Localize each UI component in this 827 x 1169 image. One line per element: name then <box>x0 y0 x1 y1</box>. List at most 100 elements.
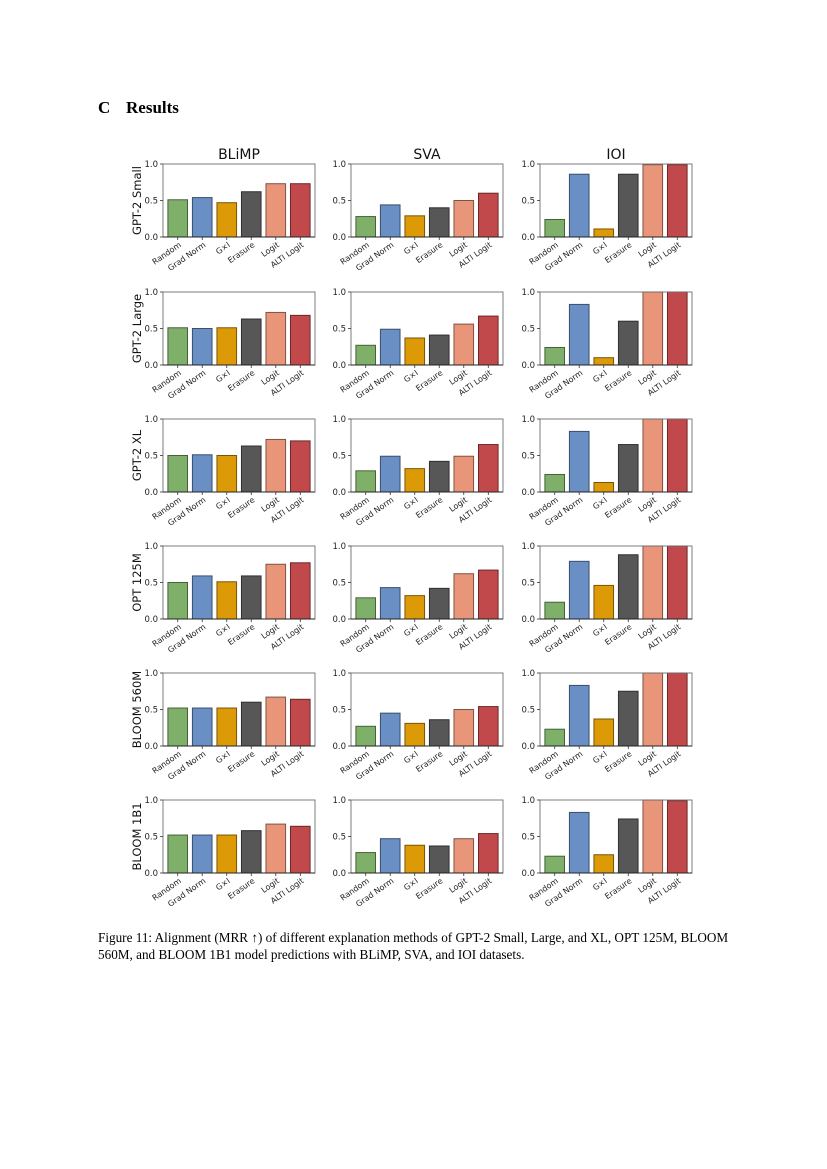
x-tick-label: Erasure <box>226 622 256 647</box>
bar <box>289 698 311 747</box>
bar <box>428 587 450 620</box>
x-tick-label: Erasure <box>414 368 444 393</box>
bar <box>355 725 377 747</box>
y-tick-label: 1.0 <box>144 669 158 679</box>
bar <box>265 696 287 747</box>
x-tick-label: G×I <box>214 749 232 765</box>
bar <box>593 718 615 747</box>
y-tick-label: 0.0 <box>332 233 346 243</box>
bar <box>568 684 590 747</box>
y-tick-label: 0.0 <box>144 869 158 879</box>
y-tick-label: 1.0 <box>144 288 158 298</box>
bar <box>453 838 475 874</box>
bar <box>453 573 475 620</box>
bar <box>593 482 615 493</box>
x-tick-label: G×I <box>402 622 420 638</box>
bar <box>167 455 189 493</box>
bar <box>428 207 450 238</box>
bar <box>428 845 450 874</box>
bar <box>404 595 426 620</box>
bar <box>544 601 566 620</box>
bar <box>216 202 238 238</box>
x-tick-label: G×I <box>214 622 232 638</box>
y-tick-label: 0.5 <box>332 579 346 589</box>
bar <box>167 582 189 620</box>
x-tick-label: Erasure <box>603 495 633 520</box>
bar <box>666 800 688 874</box>
y-tick-label: 0.0 <box>144 488 158 498</box>
bar <box>240 445 262 493</box>
bar <box>355 216 377 238</box>
bar <box>477 833 499 874</box>
y-tick-label: 0.5 <box>332 833 346 843</box>
y-tick-label: 0.5 <box>521 579 535 589</box>
bar <box>379 587 401 620</box>
bar <box>617 173 639 238</box>
bar <box>453 323 475 366</box>
bar <box>666 164 688 238</box>
y-tick-label: 1.0 <box>332 415 346 425</box>
bar <box>167 199 189 238</box>
x-tick-label: Erasure <box>603 749 633 774</box>
y-tick-label: 1.0 <box>521 160 535 170</box>
y-tick-label: 0.0 <box>332 615 346 625</box>
section-heading: C Results <box>98 98 179 118</box>
bar <box>191 328 213 366</box>
y-tick-label: 1.0 <box>332 669 346 679</box>
y-tick-label: 0.0 <box>144 742 158 752</box>
y-tick-label: 1.0 <box>144 160 158 170</box>
x-tick-label: Erasure <box>603 368 633 393</box>
bar <box>355 470 377 493</box>
bar <box>379 838 401 874</box>
bar <box>240 701 262 747</box>
y-tick-label: 0.5 <box>332 197 346 207</box>
bar <box>642 799 664 874</box>
bar <box>216 834 238 874</box>
y-tick-label: 0.0 <box>332 869 346 879</box>
x-tick-label: Erasure <box>226 495 256 520</box>
bar <box>216 327 238 366</box>
y-tick-label: 1.0 <box>521 288 535 298</box>
x-tick-label: G×I <box>402 368 420 384</box>
bar <box>544 855 566 874</box>
bar <box>240 318 262 366</box>
bar <box>191 454 213 493</box>
bar <box>404 468 426 493</box>
bar <box>428 334 450 366</box>
x-tick-label: G×I <box>214 876 232 892</box>
y-tick-label: 1.0 <box>144 415 158 425</box>
y-tick-label: 0.5 <box>521 833 535 843</box>
y-tick-label: 0.0 <box>332 361 346 371</box>
bar <box>477 706 499 747</box>
x-tick-label: Erasure <box>414 240 444 265</box>
bar <box>191 575 213 620</box>
x-tick-label: G×I <box>214 368 232 384</box>
x-tick-label: Erasure <box>603 622 633 647</box>
y-tick-label: 0.0 <box>521 361 535 371</box>
bar <box>289 183 311 238</box>
bar <box>568 303 590 366</box>
bar <box>544 728 566 747</box>
y-tick-label: 0.0 <box>521 742 535 752</box>
bar <box>477 444 499 493</box>
x-tick-label: G×I <box>402 240 420 256</box>
section-number: C <box>98 98 111 117</box>
bar <box>428 460 450 493</box>
bar <box>477 569 499 620</box>
bar <box>666 418 688 493</box>
bar <box>642 291 664 366</box>
row-label: BLOOM 560M <box>130 671 144 748</box>
y-tick-label: 0.0 <box>521 869 535 879</box>
bar <box>379 328 401 366</box>
bar <box>379 712 401 747</box>
bar <box>453 709 475 747</box>
bar <box>544 346 566 366</box>
bar <box>568 560 590 620</box>
bar <box>265 311 287 366</box>
bar <box>289 440 311 493</box>
